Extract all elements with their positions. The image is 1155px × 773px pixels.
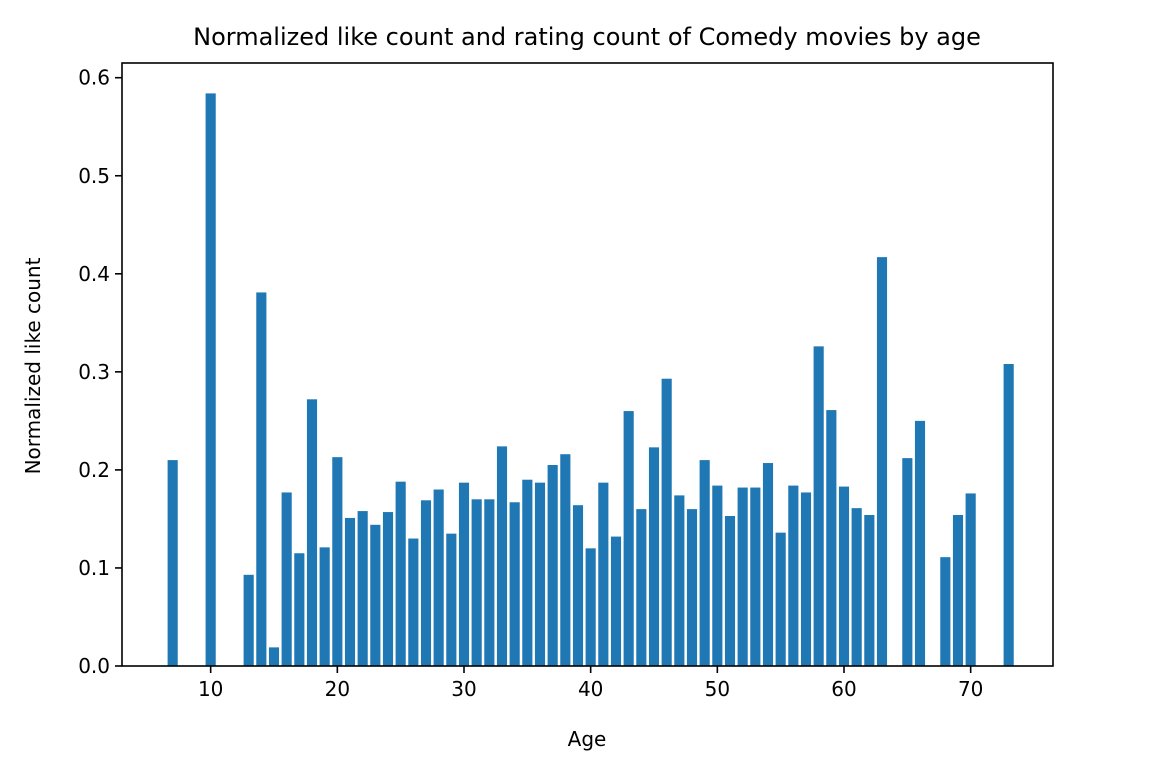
y-tick-label: 0.2	[78, 458, 110, 482]
x-tick-label: 70	[958, 677, 983, 701]
bar-age-22	[357, 511, 368, 666]
y-tick-label: 0.3	[78, 360, 110, 384]
bar-age-21	[344, 517, 356, 666]
bar-age-61	[851, 508, 862, 666]
bar-age-46	[661, 378, 672, 666]
bar-age-25	[395, 481, 406, 666]
bar-age-47	[674, 495, 685, 666]
y-tick-label: 0.5	[78, 164, 110, 188]
x-axis-ticks: 10 20 30 40 50 60 70	[198, 666, 983, 701]
bar-age-65	[902, 458, 913, 666]
bar-age-56	[788, 485, 799, 666]
y-tick-label: 0.1	[78, 556, 110, 580]
bar-age-59	[826, 410, 837, 666]
bar-age-31	[471, 499, 482, 666]
bar-age-52	[737, 487, 748, 666]
chart-title: Normalized like count and rating count o…	[193, 23, 981, 51]
bar-age-29	[446, 533, 457, 666]
bar-age-40	[585, 548, 596, 666]
bar-age-27	[420, 500, 432, 666]
bar-age-28	[433, 489, 444, 666]
bar-age-57	[800, 492, 812, 666]
bar-age-34	[509, 502, 520, 666]
bar-age-15	[268, 647, 280, 666]
y-tick-label: 0.0	[78, 654, 110, 678]
bar-age-26	[408, 538, 419, 666]
bar-age-53	[750, 487, 761, 666]
x-tick-label: 60	[831, 677, 856, 701]
plot-frame	[121, 62, 1054, 667]
bar-age-58	[813, 346, 824, 666]
bar-age-30	[458, 482, 470, 666]
bar-age-17	[294, 553, 305, 666]
bar-age-43	[623, 411, 634, 666]
bar-age-49	[699, 460, 710, 666]
bar-age-35	[522, 479, 533, 666]
x-tick-label: 50	[705, 677, 730, 701]
bar-age-33	[496, 446, 508, 666]
bar-age-7	[167, 460, 178, 666]
bar-age-32	[484, 499, 495, 666]
bar-age-37	[547, 465, 558, 666]
y-tick-label: 0.4	[78, 262, 110, 286]
bar-age-66	[914, 420, 926, 666]
bar-age-38	[560, 454, 571, 666]
bar-age-20	[332, 457, 343, 666]
bar-age-62	[864, 515, 875, 666]
bar-age-60	[838, 486, 850, 666]
bar-age-54	[762, 463, 774, 666]
bar-age-14	[256, 292, 267, 666]
bar-age-55	[775, 532, 786, 666]
bar-age-63	[876, 257, 888, 666]
x-tick-label: 10	[198, 677, 223, 701]
bar-age-36	[534, 482, 546, 666]
x-axis-label: Age	[568, 727, 607, 751]
bar-age-19	[319, 547, 330, 666]
bar-age-45	[648, 447, 660, 666]
bar-age-10	[205, 93, 216, 666]
bar-age-24	[382, 512, 394, 666]
bar-age-48	[686, 509, 698, 666]
bar-age-44	[636, 509, 647, 666]
bars-group	[167, 93, 1014, 666]
x-tick-label: 30	[451, 677, 476, 701]
bar-age-69	[952, 515, 964, 666]
bar-age-50	[712, 485, 723, 666]
bar-age-13	[243, 574, 254, 666]
bar-age-16	[281, 492, 292, 666]
x-tick-label: 40	[578, 677, 603, 701]
bar-age-18	[306, 399, 318, 666]
bar-age-51	[724, 515, 736, 666]
bar-age-68	[940, 557, 951, 666]
bar-age-70	[965, 493, 976, 666]
y-axis-ticks: 0.0 0.1 0.2 0.3 0.4 0.5 0.6	[78, 66, 122, 678]
bar-age-73	[1003, 364, 1014, 666]
y-axis-label: Normalized like count	[21, 257, 45, 474]
y-tick-label: 0.6	[78, 66, 110, 90]
bar-age-42	[610, 536, 622, 666]
x-tick-label: 20	[325, 677, 350, 701]
bar-age-41	[598, 482, 609, 666]
bar-age-39	[572, 505, 584, 666]
bar-age-23	[370, 524, 381, 666]
